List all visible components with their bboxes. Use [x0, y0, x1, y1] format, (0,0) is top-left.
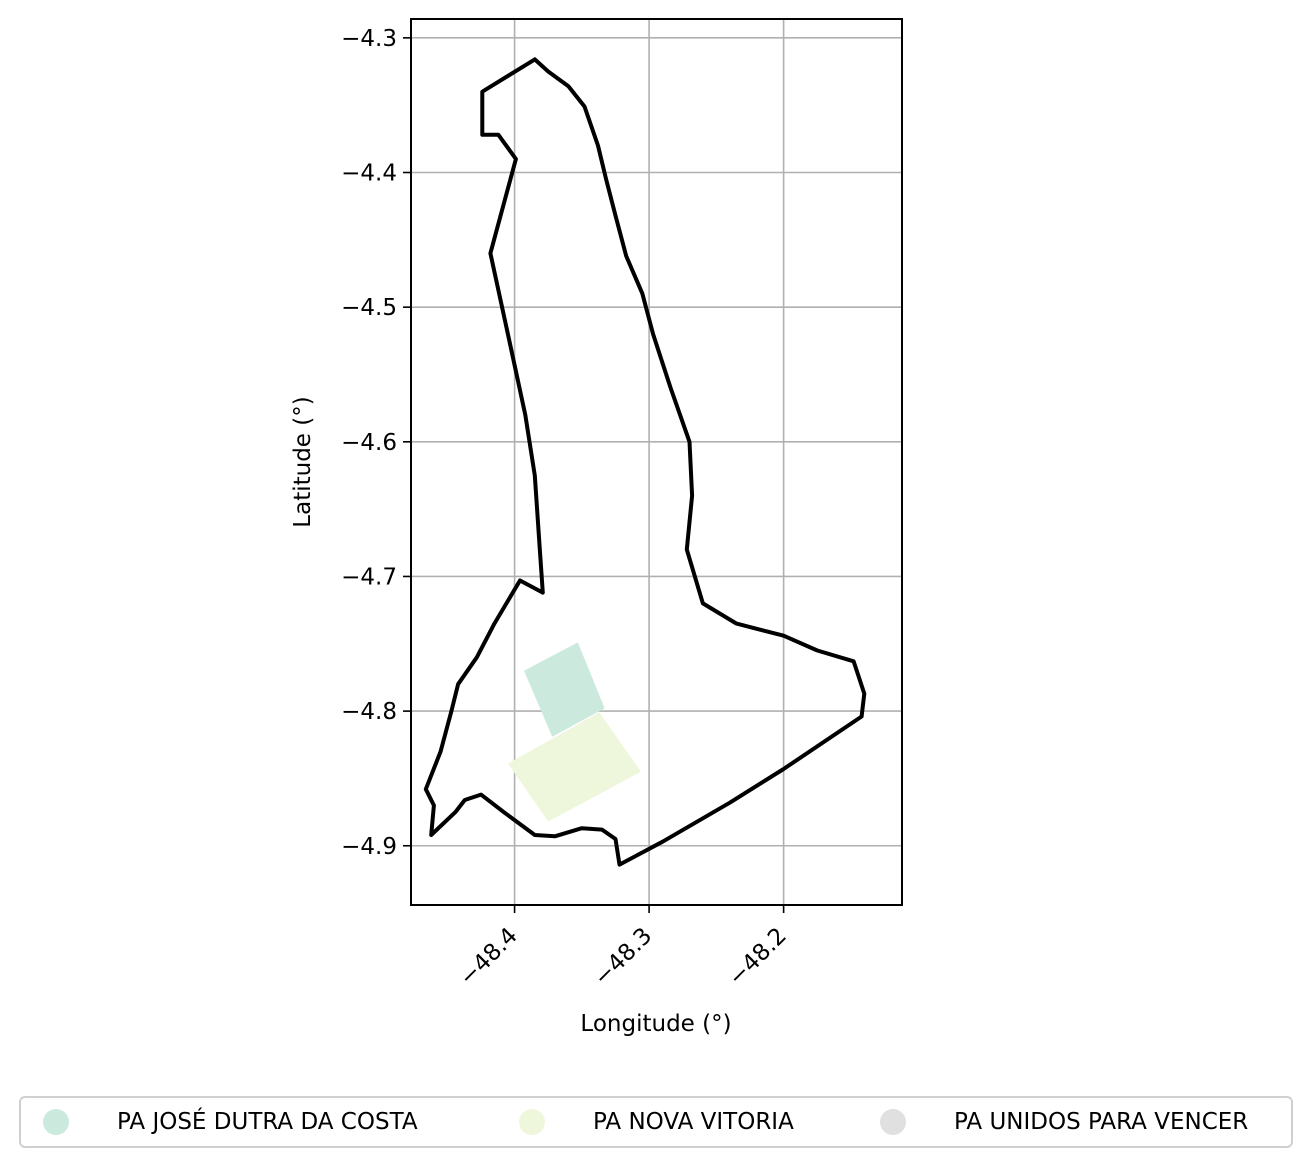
- y-tick-label: −4.6: [341, 430, 397, 456]
- x-axis-label: Longitude (°): [580, 1011, 731, 1037]
- x-tick-label: −48.3: [589, 923, 657, 991]
- legend-marker-unidos-para-vencer: [880, 1109, 906, 1135]
- y-axis-label: Latitude (°): [290, 396, 316, 527]
- legend-label-jose-dutra: PA JOSÉ DUTRA DA COSTA: [117, 1109, 418, 1135]
- legend-marker-jose-dutra: [43, 1109, 69, 1135]
- legend-item-unidos-para-vencer: PA UNIDOS PARA VENCER: [880, 1098, 1248, 1146]
- parcel-polygon: [507, 712, 641, 822]
- y-tick-label: −4.3: [341, 26, 397, 52]
- parcel-polygon: [524, 642, 605, 737]
- x-tick-label: −48.2: [724, 923, 792, 991]
- municipality-boundary: [423, 57, 867, 867]
- grid-lines: [411, 19, 902, 905]
- plot-frame: [410, 18, 903, 906]
- y-tick-label: −4.7: [341, 564, 397, 590]
- legend-item-nova-vitoria: PA NOVA VITORIA: [519, 1098, 794, 1146]
- legend: PA JOSÉ DUTRA DA COSTA PA NOVA VITORIA P…: [19, 1096, 1293, 1148]
- legend-item-jose-dutra: PA JOSÉ DUTRA DA COSTA: [43, 1098, 418, 1146]
- x-tick-label: −48.4: [455, 923, 523, 991]
- legend-label-nova-vitoria: PA NOVA VITORIA: [593, 1109, 794, 1135]
- y-tick-label: −4.9: [341, 834, 397, 860]
- y-tick-label: −4.5: [341, 295, 397, 321]
- legend-label-unidos-para-vencer: PA UNIDOS PARA VENCER: [954, 1109, 1249, 1135]
- y-tick-label: −4.8: [341, 699, 397, 725]
- y-tick-label: −4.4: [341, 161, 397, 187]
- legend-marker-nova-vitoria: [519, 1109, 545, 1135]
- parcel-layer: [507, 642, 641, 822]
- boundary-layer: [423, 57, 867, 867]
- map-figure: −48.4 −48.3 −48.2 −4.3 −4.4 −4.5 −4.6 −4.7 −4.8 −…: [290, 18, 903, 1037]
